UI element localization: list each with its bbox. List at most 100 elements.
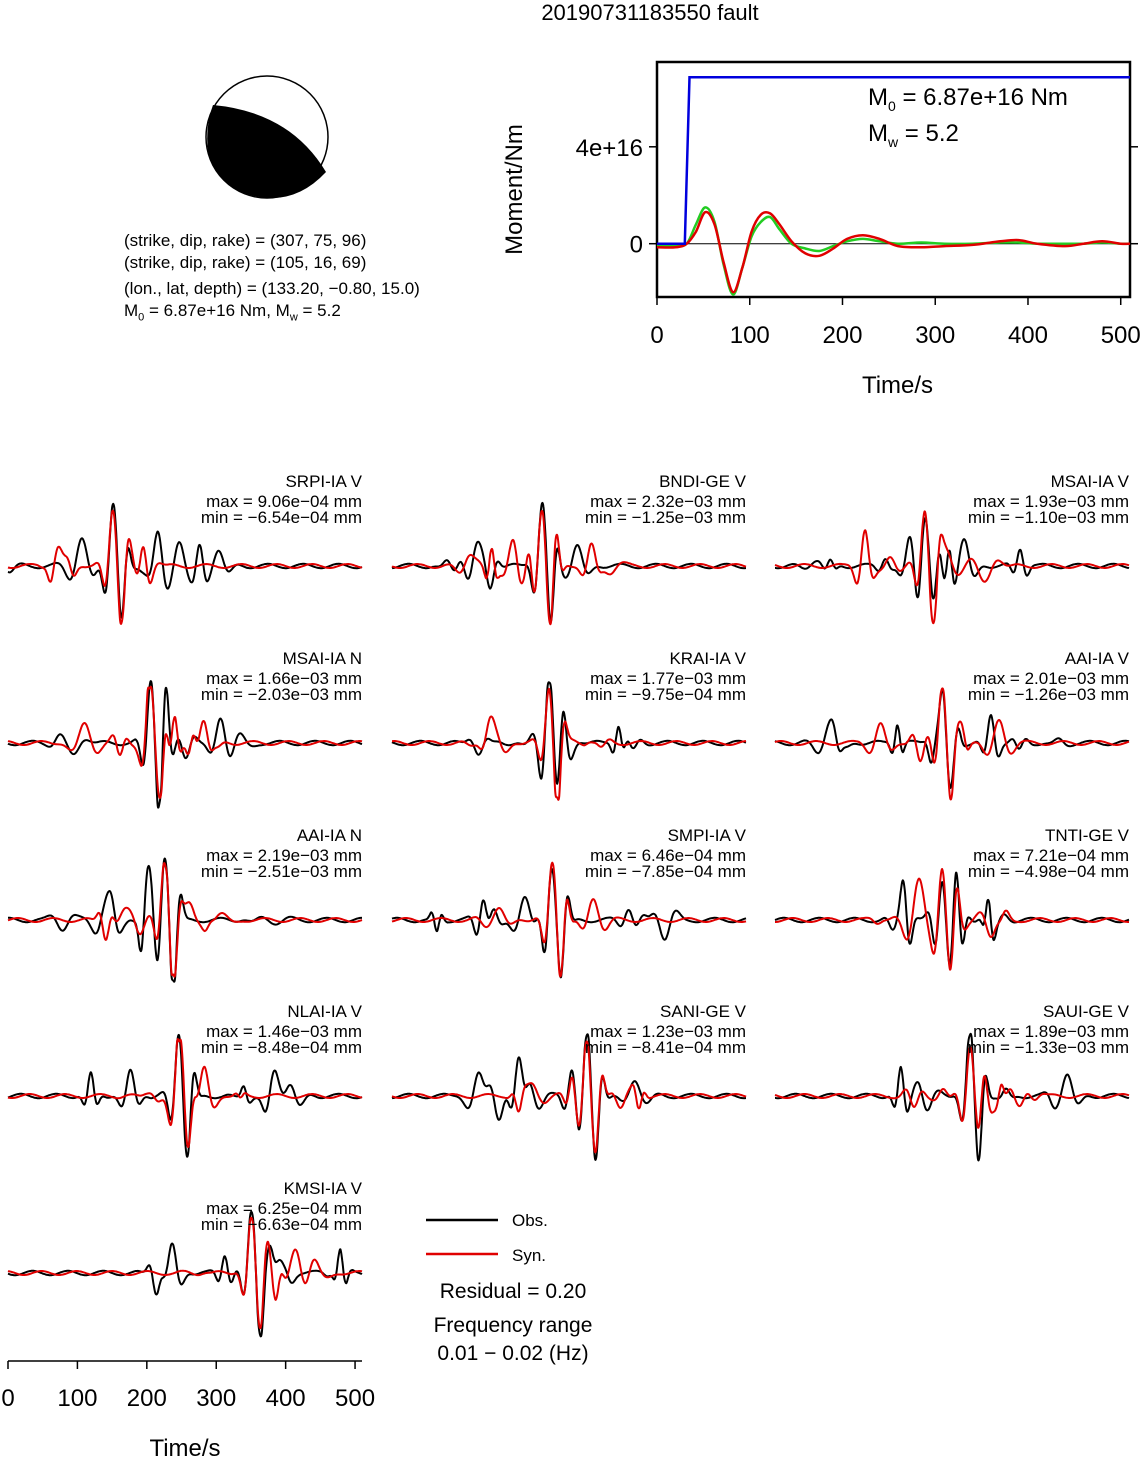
station-name: SRPI-IA V: [285, 472, 362, 491]
y-tick-label: 0: [630, 232, 643, 259]
syn-trace: [391, 509, 747, 626]
station-max: max = 6.25e−04 mm: [206, 1199, 362, 1218]
x-tick-label: 200: [822, 322, 862, 349]
syn-trace: [774, 1046, 1130, 1129]
station-min: min = −8.48e−04 mm: [200, 1038, 362, 1057]
station-min: min = −7.85e−04 mm: [584, 862, 746, 881]
station-max: max = 9.06e−04 mm: [206, 492, 362, 511]
waveform-panel: [391, 681, 747, 801]
station-min: min = −2.03e−03 mm: [200, 685, 362, 704]
location: (lon., lat, depth) = (133.20, −0.80, 15.…: [124, 279, 420, 298]
waveform-panel: [7, 502, 363, 625]
m0-label: M0 = 6.87e+16 Nm: [868, 84, 1068, 114]
station-name: SMPI-IA V: [667, 826, 746, 845]
station-min: min = −4.98e−04 mm: [967, 862, 1129, 881]
obs-trace: [7, 1210, 363, 1338]
syn-trace: [7, 685, 363, 799]
x-tick-label: 200: [127, 1385, 167, 1412]
station-name: BNDI-GE V: [659, 472, 746, 491]
freq-value: 0.01 − 0.02 (Hz): [437, 1342, 589, 1365]
x-tick-label: 0: [650, 322, 663, 349]
station-max: max = 1.46e−03 mm: [206, 1022, 362, 1041]
waveform-panel: [391, 861, 747, 979]
nodal-plane-2: (strike, dip, rake) = (105, 16, 69): [124, 253, 367, 272]
station-min: min = −1.10e−03 mm: [967, 508, 1129, 527]
station-max: max = 1.23e−03 mm: [590, 1022, 746, 1041]
station-min: min = −6.63e−04 mm: [200, 1215, 362, 1234]
x-tick-label: 100: [57, 1385, 97, 1412]
waveform-panel: [7, 1210, 363, 1338]
residual: Residual = 0.20: [439, 1280, 587, 1303]
syn-trace: [7, 1216, 363, 1330]
waveform-panel: [774, 510, 1130, 625]
moment-summary: M0 = 6.87e+16 Nm, Mw = 5.2: [124, 301, 341, 324]
legend-syn: Syn.: [512, 1246, 547, 1265]
focal-info: (strike, dip, rake) = (307, 75, 96) (str…: [124, 230, 420, 328]
x-tick-label: 400: [1008, 322, 1048, 349]
syn-trace: [774, 510, 1130, 625]
x-axis-label: Time/s: [149, 1435, 220, 1458]
waveform-panel: [7, 857, 363, 983]
x-tick-label: 400: [266, 1385, 306, 1412]
freq-title: Frequency range: [433, 1314, 593, 1337]
y-axis-label: Moment/Nm: [501, 124, 528, 255]
obs-trace: [7, 1033, 363, 1158]
y-tick-label: 4e+16: [576, 135, 643, 162]
station-name: MSAI-IA V: [1050, 472, 1129, 491]
station-max: max = 2.19e−03 mm: [206, 846, 362, 865]
x-tick-label: 300: [915, 322, 955, 349]
waveform-panel: [391, 501, 747, 626]
station-min: min = −1.33e−03 mm: [967, 1038, 1129, 1057]
waveform-panel: [774, 867, 1130, 971]
obs-trace: [774, 688, 1130, 789]
syn-trace: [7, 509, 363, 625]
x-tick-label: 500: [1101, 322, 1141, 349]
waveform-panel: [7, 1033, 363, 1158]
obs-trace: [774, 517, 1130, 600]
waveform-grid: 0 100 200 300 400 500 Time/s: [1, 501, 1130, 1458]
station-max: max = 6.46e−04 mm: [590, 846, 746, 865]
syn-trace: [774, 687, 1130, 801]
syn-trace: [7, 862, 363, 978]
x-tick-label: 500: [335, 1385, 375, 1412]
station-name: TNTI-GE V: [1044, 826, 1129, 845]
obs-trace: [8, 857, 363, 983]
x-tick-label: 300: [196, 1385, 236, 1412]
figure-title: 20190731183550 fault: [541, 0, 759, 25]
red-series-line: [656, 210, 1131, 294]
station-min: min = −9.75e−04 mm: [584, 685, 746, 704]
mw-label: Mw = 5.2: [868, 120, 959, 150]
waveform-panel: [7, 680, 363, 809]
beachball-icon: [205, 75, 329, 199]
station-min: min = −1.25e−03 mm: [584, 508, 746, 527]
station-name: KRAI-IA V: [669, 649, 746, 668]
station-name: KMSI-IA V: [283, 1179, 362, 1198]
station-max: max = 1.89e−03 mm: [973, 1022, 1129, 1041]
time-axis: 0 100 200 300 400 500 Time/s: [1, 1360, 375, 1458]
obs-trace: [391, 867, 747, 979]
obs-trace: [7, 502, 363, 619]
waveform-panel: [774, 687, 1130, 801]
x-tick-label: 100: [730, 322, 770, 349]
obs-trace: [391, 681, 747, 785]
blue-series-line: [657, 76, 1130, 245]
legend-obs: Obs.: [512, 1211, 548, 1230]
syn-trace: [7, 1038, 363, 1148]
station-max: max = 7.21e−04 mm: [973, 846, 1129, 865]
moment-frame: [655, 60, 1132, 299]
station-max: max = 1.77e−03 mm: [590, 669, 746, 688]
station-min: min = −6.54e−04 mm: [200, 508, 362, 527]
waveform-panel: [774, 1032, 1130, 1162]
station-name: AAI-IA N: [296, 826, 362, 845]
station-max: max = 2.32e−03 mm: [590, 492, 746, 511]
